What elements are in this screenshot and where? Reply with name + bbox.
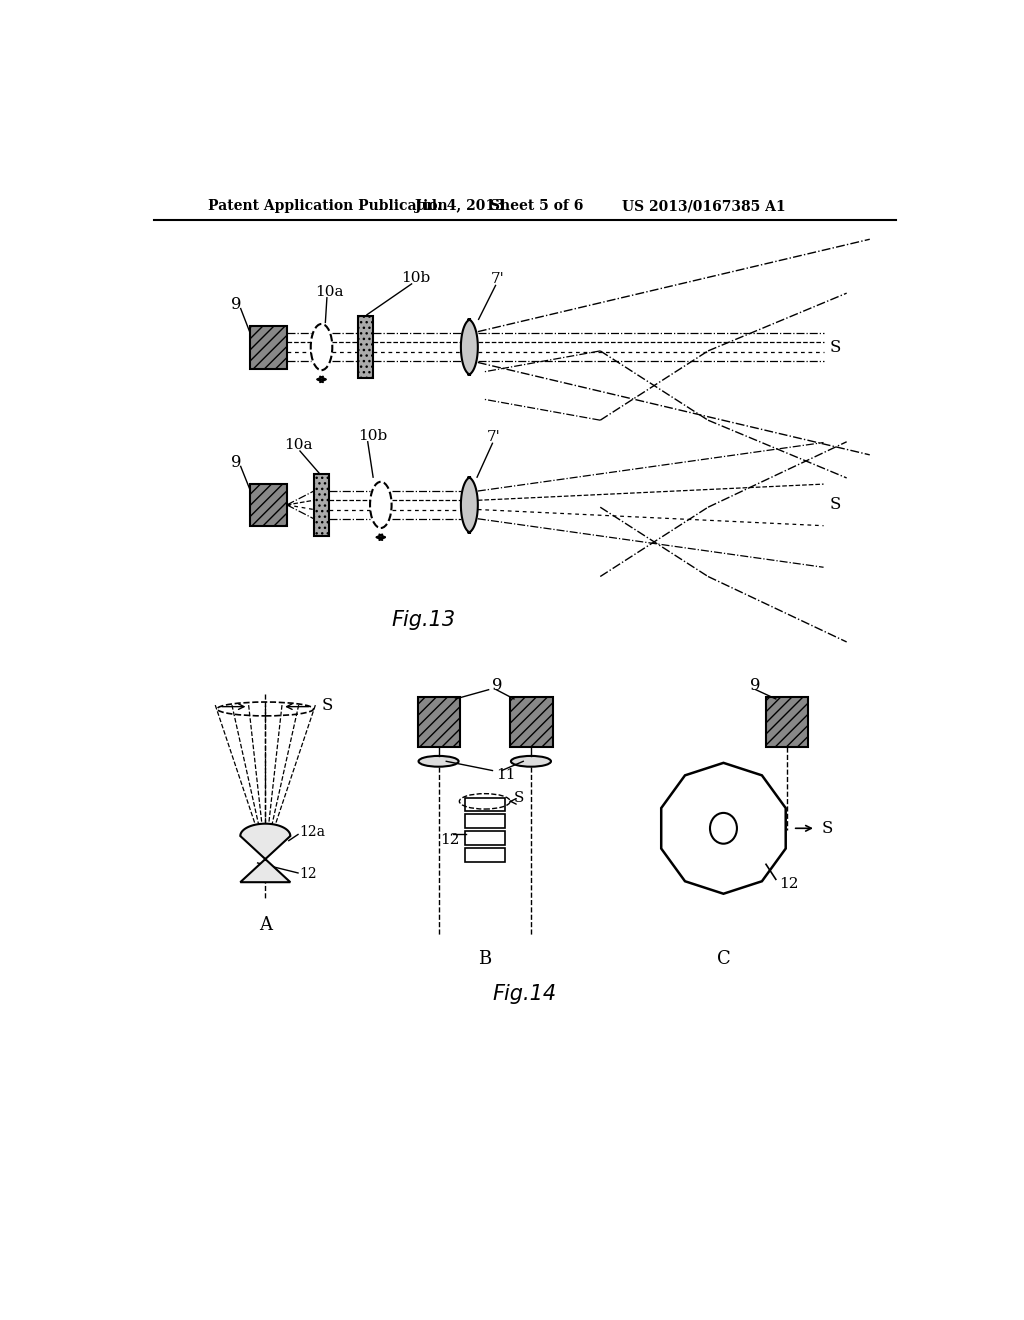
Ellipse shape bbox=[511, 756, 551, 767]
Polygon shape bbox=[313, 474, 330, 536]
Text: 10b: 10b bbox=[401, 271, 431, 285]
Text: 12a: 12a bbox=[300, 825, 326, 840]
Polygon shape bbox=[418, 697, 460, 747]
Text: 9: 9 bbox=[231, 454, 242, 471]
Text: S: S bbox=[322, 697, 333, 714]
Text: S: S bbox=[821, 820, 833, 837]
Text: 9: 9 bbox=[231, 296, 242, 313]
Bar bbox=[465, 849, 505, 862]
Text: S: S bbox=[829, 338, 841, 355]
Ellipse shape bbox=[710, 813, 737, 843]
Text: 9: 9 bbox=[751, 677, 761, 694]
Text: Jul. 4, 2013: Jul. 4, 2013 bbox=[416, 199, 505, 213]
Text: Patent Application Publication: Patent Application Publication bbox=[208, 199, 447, 213]
Bar bbox=[465, 797, 505, 812]
Polygon shape bbox=[662, 763, 785, 894]
Polygon shape bbox=[461, 478, 478, 533]
Text: Fig.14: Fig.14 bbox=[493, 983, 557, 1003]
Text: 9: 9 bbox=[493, 677, 503, 694]
Polygon shape bbox=[766, 697, 808, 747]
Text: US 2013/0167385 A1: US 2013/0167385 A1 bbox=[622, 199, 785, 213]
Text: 10a: 10a bbox=[285, 438, 313, 451]
Ellipse shape bbox=[419, 756, 459, 767]
Polygon shape bbox=[250, 326, 287, 368]
Text: 12: 12 bbox=[440, 833, 460, 847]
Polygon shape bbox=[241, 824, 291, 882]
Polygon shape bbox=[250, 484, 287, 527]
Bar bbox=[465, 814, 505, 829]
Text: 12: 12 bbox=[300, 867, 317, 882]
Text: 7': 7' bbox=[490, 272, 505, 286]
Text: 10b: 10b bbox=[357, 429, 387, 442]
Polygon shape bbox=[461, 319, 478, 375]
Text: 12: 12 bbox=[779, 876, 799, 891]
Text: Sheet 5 of 6: Sheet 5 of 6 bbox=[490, 199, 584, 213]
Text: A: A bbox=[259, 916, 271, 933]
Polygon shape bbox=[510, 697, 553, 747]
Text: B: B bbox=[478, 950, 492, 968]
Text: Fig.13: Fig.13 bbox=[391, 610, 456, 631]
Text: 7': 7' bbox=[486, 430, 500, 444]
Bar bbox=[465, 832, 505, 845]
Text: S: S bbox=[514, 791, 524, 804]
Text: 11: 11 bbox=[497, 768, 516, 783]
Text: S: S bbox=[829, 496, 841, 513]
Text: C: C bbox=[717, 950, 730, 968]
Text: 10a: 10a bbox=[315, 285, 344, 298]
Polygon shape bbox=[357, 317, 373, 378]
